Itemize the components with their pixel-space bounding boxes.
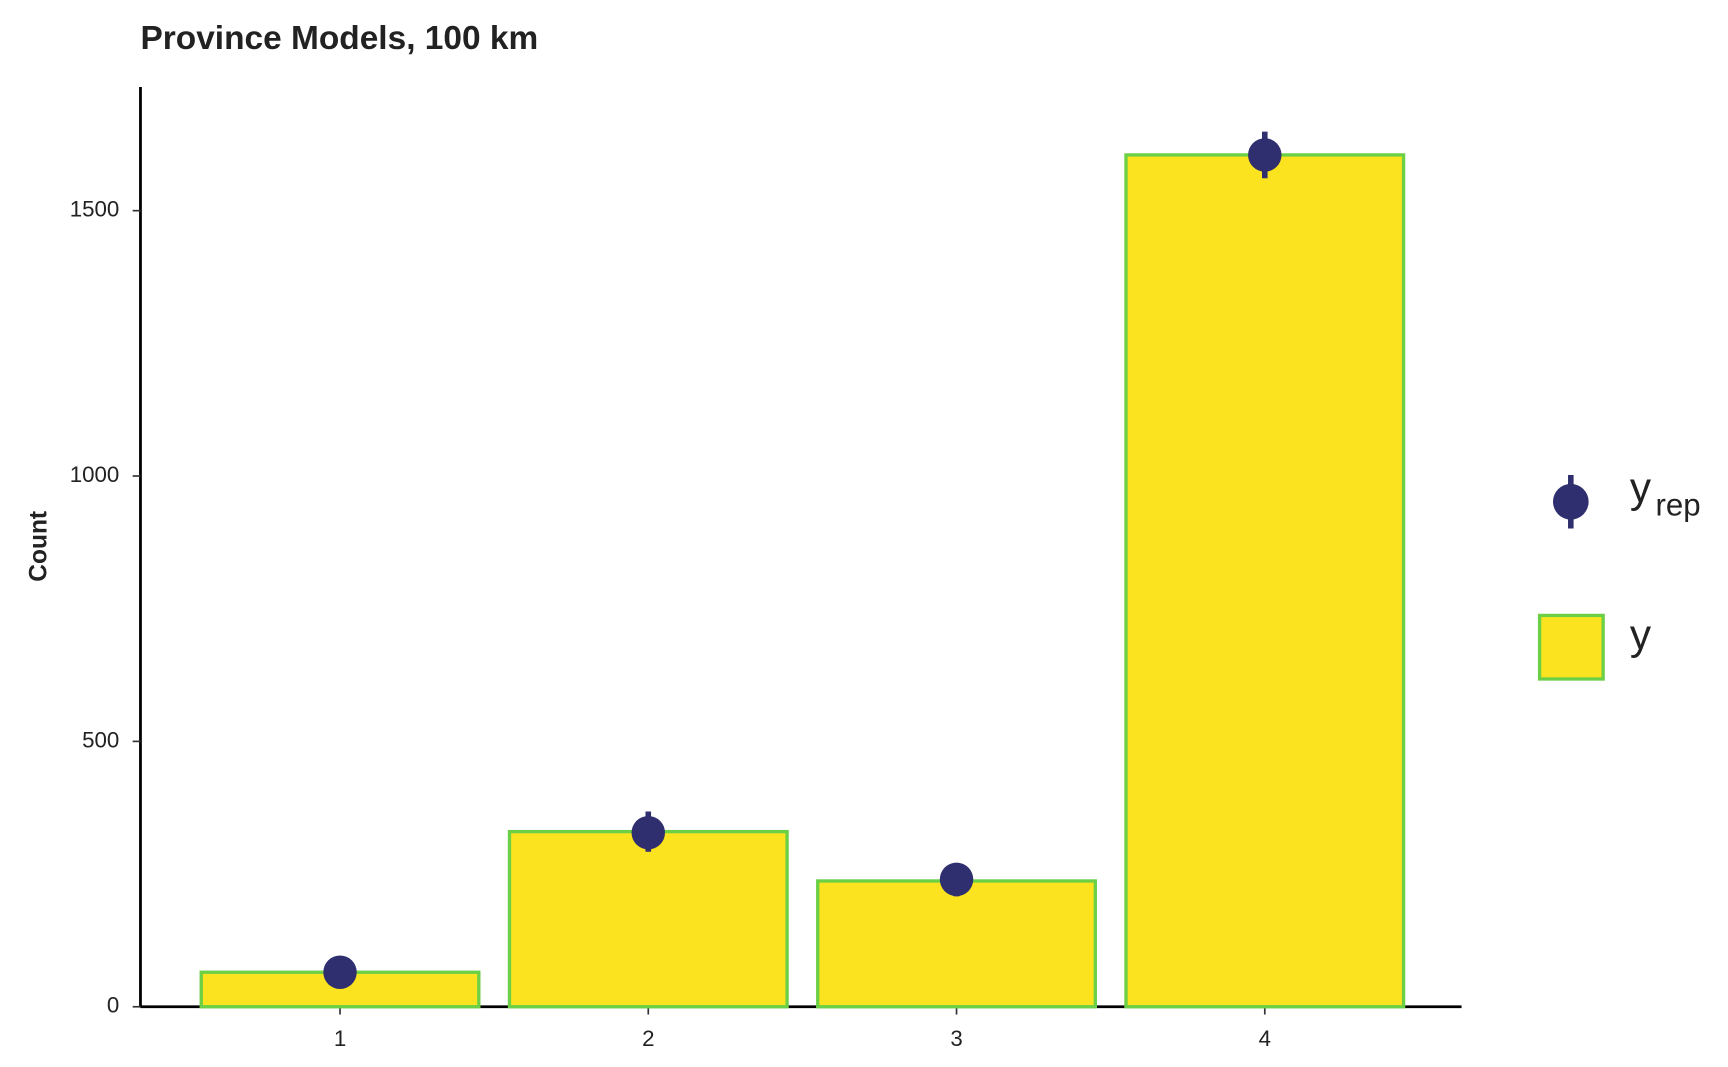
- chart-title: Province Models, 100 km: [140, 20, 538, 57]
- x-tick-label: 2: [642, 1026, 654, 1051]
- legend-label: y: [1630, 464, 1652, 511]
- y-tick-label: 0: [107, 993, 119, 1018]
- point: [323, 955, 357, 989]
- x-tick-label: 4: [1259, 1026, 1271, 1051]
- x-tick-label: 1: [334, 1026, 346, 1051]
- y-tick-label: 500: [82, 727, 119, 752]
- legend-marker: [1552, 483, 1589, 520]
- bar: [1124, 153, 1406, 1009]
- legend-marker: [1537, 613, 1605, 681]
- x-tick-label: 3: [950, 1026, 962, 1051]
- point: [1248, 138, 1282, 172]
- legend-label: y: [1630, 611, 1652, 658]
- bar: [816, 879, 1098, 1009]
- y-axis-label: Count: [26, 511, 53, 582]
- y-tick-label: 1000: [70, 462, 120, 487]
- y-tick-label: 1500: [70, 197, 120, 222]
- legend-label-subscript: rep: [1656, 488, 1701, 523]
- bar: [507, 829, 789, 1009]
- point: [939, 862, 974, 897]
- point: [631, 815, 666, 850]
